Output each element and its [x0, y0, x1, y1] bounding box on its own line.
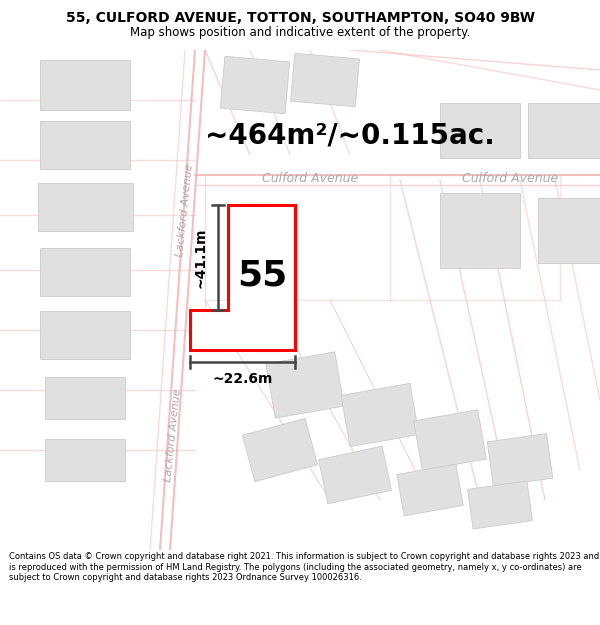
Text: 55, CULFORD AVENUE, TOTTON, SOUTHAMPTON, SO40 9BW: 55, CULFORD AVENUE, TOTTON, SOUTHAMPTON,… [65, 11, 535, 25]
Text: Lackford Avenue: Lackford Avenue [163, 388, 183, 482]
Bar [527, 102, 600, 158]
Text: Lackford Avenue: Lackford Avenue [175, 163, 195, 257]
Bar [40, 121, 130, 169]
Bar [290, 53, 359, 107]
Bar [40, 248, 130, 296]
Text: Map shows position and indicative extent of the property.: Map shows position and indicative extent… [130, 26, 470, 39]
Bar [220, 56, 290, 114]
Bar [413, 410, 487, 470]
Text: ~41.1m: ~41.1m [194, 228, 208, 288]
Text: ~22.6m: ~22.6m [212, 372, 272, 386]
Bar [40, 311, 130, 359]
Bar [266, 352, 344, 418]
Text: 55: 55 [237, 258, 287, 292]
Bar [40, 60, 130, 110]
Text: Contains OS data © Crown copyright and database right 2021. This information is : Contains OS data © Crown copyright and d… [9, 552, 599, 582]
Bar [37, 183, 133, 231]
Bar [341, 383, 419, 447]
Text: Culford Avenue: Culford Avenue [262, 173, 358, 186]
Polygon shape [190, 205, 295, 350]
Text: ~464m²/~0.115ac.: ~464m²/~0.115ac. [205, 121, 495, 149]
Bar [45, 439, 125, 481]
Bar [538, 198, 600, 262]
Bar [242, 418, 317, 482]
Bar [440, 192, 520, 268]
Bar [319, 446, 391, 504]
Bar [440, 102, 520, 158]
Text: Culford Avenue: Culford Avenue [462, 173, 558, 186]
Bar [467, 481, 532, 529]
Bar [487, 434, 553, 486]
Bar [397, 464, 463, 516]
Bar [45, 377, 125, 419]
